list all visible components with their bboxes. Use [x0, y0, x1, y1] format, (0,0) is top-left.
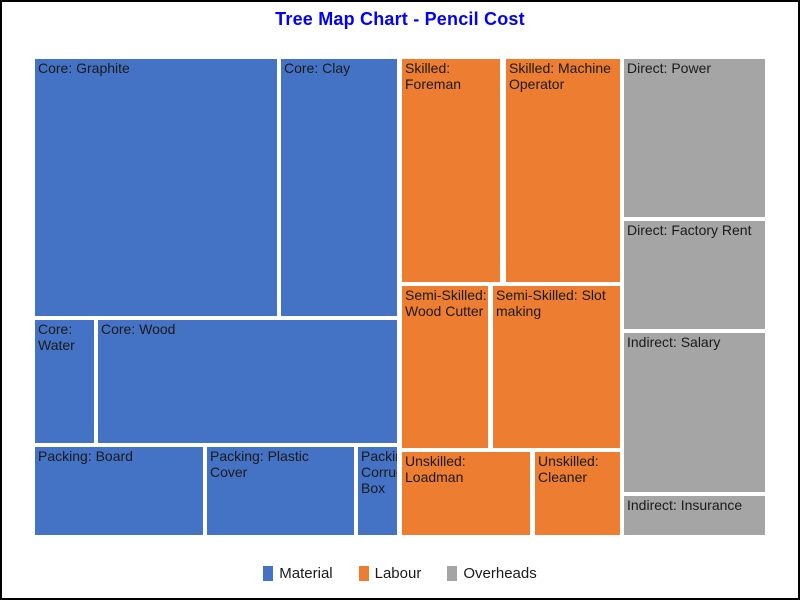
- cell-label: Unskilled: Cleaner: [538, 453, 599, 486]
- treemap-cell-unskilled-loadman[interactable]: Unskilled: Loadman: [402, 452, 530, 535]
- material-swatch-icon: [263, 566, 274, 581]
- cell-label: Core: Wood: [101, 321, 176, 337]
- legend-label-overheads: Overheads: [463, 565, 537, 582]
- treemap-cell-packing-board[interactable]: Packing: Board: [35, 447, 203, 535]
- treemap-cell-semi-skilled-slot-making[interactable]: Semi-Skilled: Slot making: [493, 286, 620, 448]
- cell-label: Semi-Skilled: Slot making: [496, 287, 606, 320]
- legend: Material Labour Overheads: [2, 565, 798, 582]
- treemap-cell-skilled-foreman[interactable]: Skilled: Foreman: [402, 59, 500, 282]
- treemap-cell-core-graphite[interactable]: Core: Graphite: [35, 59, 277, 316]
- cell-label: Semi-Skilled: Wood Cutter: [405, 287, 487, 320]
- treemap-cell-unskilled-cleaner[interactable]: Unskilled: Cleaner: [535, 452, 620, 535]
- legend-item-labour[interactable]: Labour: [358, 565, 422, 582]
- cell-label: Direct: Factory Rent: [627, 222, 752, 238]
- legend-item-material[interactable]: Material: [263, 565, 333, 582]
- treemap-cell-skilled-machine-operator[interactable]: Skilled: Machine Operator: [506, 59, 620, 282]
- cell-label: Indirect: Salary: [627, 334, 721, 350]
- overheads-swatch-icon: [447, 566, 458, 581]
- legend-label-material: Material: [279, 565, 333, 582]
- cell-label: Skilled: Machine Operator: [509, 60, 611, 93]
- treemap-cell-semi-skilled-wood-cutter[interactable]: Semi-Skilled: Wood Cutter: [402, 286, 488, 448]
- treemap-cell-packing-corrugated-box[interactable]: Packing: Corrugated Box: [358, 447, 397, 535]
- treemap-cell-indirect-insurance[interactable]: Indirect: Insurance: [624, 496, 765, 535]
- treemap-cell-core-wood[interactable]: Core: Wood: [98, 320, 397, 443]
- cell-label: Core: Water: [38, 321, 75, 354]
- treemap-cell-direct-power[interactable]: Direct: Power: [624, 59, 765, 217]
- cell-label: Packing: Board: [38, 448, 133, 464]
- cell-label: Core: Clay: [284, 60, 351, 76]
- treemap-cell-indirect-salary[interactable]: Indirect: Salary: [624, 333, 765, 492]
- cell-label: Core: Graphite: [38, 60, 130, 76]
- cell-label: Skilled: Foreman: [405, 60, 462, 93]
- labour-swatch-icon: [358, 566, 369, 581]
- chart-title: Tree Map Chart - Pencil Cost: [275, 9, 525, 29]
- cell-label: Unskilled: Loadman: [405, 453, 466, 486]
- legend-label-labour: Labour: [374, 565, 422, 582]
- cell-label: Packing: Corrugated Box: [361, 448, 397, 497]
- treemap-cell-direct-factory-rent[interactable]: Direct: Factory Rent: [624, 221, 765, 329]
- legend-item-overheads[interactable]: Overheads: [447, 565, 537, 582]
- treemap-cell-core-clay[interactable]: Core: Clay: [281, 59, 397, 316]
- treemap-cell-core-water[interactable]: Core: Water: [35, 320, 94, 443]
- cell-label: Direct: Power: [627, 60, 712, 76]
- cell-label: Packing: Plastic Cover: [210, 448, 309, 481]
- cell-label: Indirect: Insurance: [627, 497, 743, 513]
- treemap-cell-packing-plastic-cover[interactable]: Packing: Plastic Cover: [207, 447, 354, 535]
